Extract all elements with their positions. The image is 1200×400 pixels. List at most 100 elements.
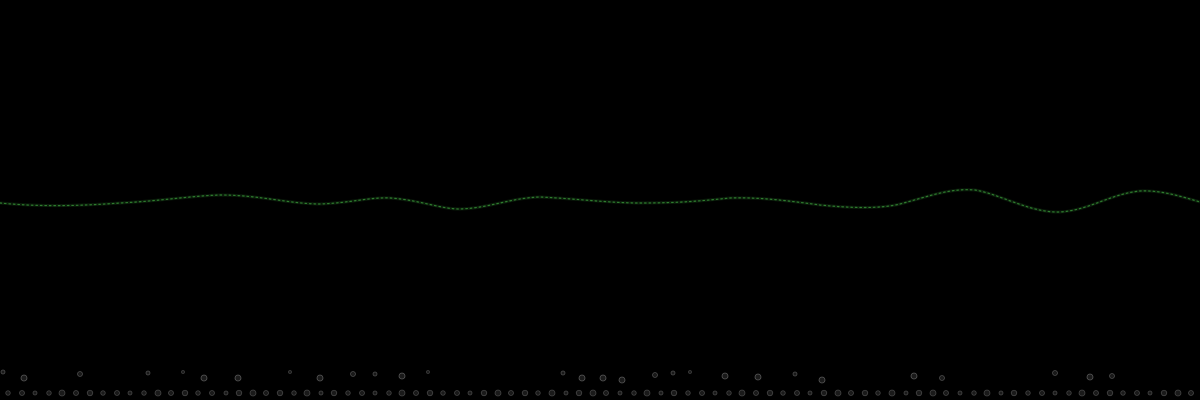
particle [888, 389, 896, 397]
particle [330, 389, 338, 397]
particle [766, 389, 774, 397]
particle [127, 390, 133, 396]
particle [350, 371, 356, 377]
particle [386, 390, 392, 396]
particle [276, 389, 284, 397]
particle [263, 390, 269, 396]
particle [86, 389, 94, 397]
particle [426, 370, 430, 374]
particle [792, 371, 798, 377]
particle [1120, 390, 1126, 396]
particle [618, 376, 626, 384]
particle [223, 390, 229, 396]
particle [631, 390, 637, 396]
particle [820, 389, 828, 397]
particle [141, 390, 147, 396]
particle [181, 389, 189, 397]
particle [670, 389, 678, 397]
particle [943, 390, 949, 396]
particle [794, 390, 800, 396]
particle [73, 390, 79, 396]
particle [195, 390, 201, 396]
particle [834, 389, 842, 397]
particle [46, 390, 52, 396]
particle [578, 374, 586, 382]
particle [560, 370, 566, 376]
particle [1086, 373, 1094, 381]
particle [780, 390, 786, 396]
particle [249, 389, 257, 397]
particle [508, 390, 514, 396]
particle [1093, 390, 1099, 396]
particle [114, 390, 120, 396]
particle [699, 390, 705, 396]
particle [603, 390, 609, 396]
particle [494, 389, 502, 397]
particle [998, 390, 1004, 396]
particle [168, 390, 174, 396]
particle [181, 370, 185, 374]
particle [726, 390, 732, 396]
particle [738, 389, 746, 397]
particle [861, 389, 869, 397]
particle [440, 390, 446, 396]
particle [100, 390, 106, 396]
particle [288, 370, 292, 374]
particle [345, 390, 351, 396]
particle [875, 390, 881, 396]
particle [413, 390, 419, 396]
particle [1134, 390, 1140, 396]
particle [303, 389, 311, 397]
particle [372, 371, 378, 377]
particle [848, 390, 854, 396]
particle [721, 372, 729, 380]
particle [316, 374, 324, 382]
particle [652, 372, 658, 378]
particle [983, 389, 991, 397]
particle [1106, 389, 1114, 397]
particle [20, 374, 28, 382]
particle [1010, 389, 1018, 397]
particle [957, 390, 963, 396]
particle [617, 390, 623, 396]
particle [480, 389, 488, 397]
particle [521, 389, 529, 397]
waveform-line [0, 189, 1200, 213]
particle [1174, 389, 1182, 397]
particle [209, 390, 215, 396]
particle [359, 390, 365, 396]
particle-field [0, 369, 1194, 397]
particle [903, 390, 909, 396]
particle [688, 370, 692, 374]
particle [1039, 390, 1045, 396]
particle [971, 390, 977, 396]
particle [1052, 390, 1058, 396]
particle [145, 370, 151, 376]
particle [1066, 390, 1072, 396]
particle [807, 390, 813, 396]
particle [154, 389, 162, 397]
particle [685, 390, 691, 396]
particle [0, 369, 6, 375]
particle [32, 390, 38, 396]
particle [658, 390, 664, 396]
particle [910, 372, 918, 380]
particle [5, 390, 11, 396]
particle [1025, 390, 1031, 396]
particle [234, 374, 242, 382]
particle [1160, 389, 1168, 397]
particle [915, 389, 923, 397]
particle [754, 373, 762, 381]
particle [670, 370, 676, 376]
particle [563, 390, 569, 396]
particle [712, 390, 718, 396]
particle [939, 375, 945, 381]
particle [372, 390, 378, 396]
particle [454, 390, 460, 396]
particle [575, 389, 583, 397]
particle [643, 389, 651, 397]
particle [1078, 389, 1086, 397]
particle [235, 389, 243, 397]
